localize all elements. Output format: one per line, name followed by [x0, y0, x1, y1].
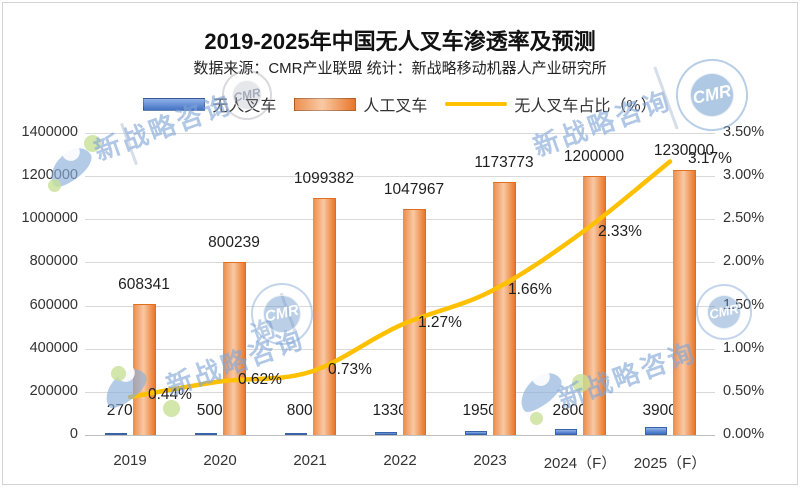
y-axis-tick-right: 3.00% [723, 167, 765, 184]
y-axis-tick-right: 2.50% [723, 210, 765, 227]
bar-unmanned-forklift [195, 433, 217, 435]
x-axis-label: 2023 [473, 452, 507, 469]
legend: 无人叉车 人工叉车 无人叉车占比（%） [0, 92, 800, 116]
x-axis-label: 2020 [203, 452, 237, 469]
bar-manual-forklift [673, 169, 696, 435]
bar-value-label: 1173773 [474, 153, 534, 171]
y-axis-tick-right: 1.00% [723, 339, 765, 356]
chart-title: 2019-2025年中国无人叉车渗透率及预测 [204, 29, 596, 54]
bar-manual-forklift [133, 303, 156, 435]
y-axis-tick-left: 200000 [29, 382, 78, 399]
bar-manual-forklift [313, 197, 336, 435]
bar-value-label: 8000 [286, 402, 322, 419]
bar-unmanned-forklift [285, 433, 307, 435]
line-value-label: 2.33% [598, 222, 642, 240]
legend-swatch-icon [294, 97, 357, 111]
legend-item-2: 无人叉车占比（%） [445, 92, 657, 116]
gridline [85, 133, 715, 134]
bar-unmanned-forklift [375, 432, 397, 435]
gridline [85, 348, 715, 350]
chart-subtitle: 数据来源：CMR产业联盟 统计：新战略移动机器人产业研究所 [193, 60, 607, 77]
bar-manual-forklift [493, 181, 516, 435]
line-value-label: 1.27% [418, 314, 462, 332]
y-axis-tick-left: 400000 [29, 339, 78, 356]
legend-item-0: 无人叉车 [143, 92, 276, 116]
y-axis-tick-left: 0 [69, 426, 78, 442]
line-value-label: 0.44% [148, 386, 192, 404]
bar-unmanned-forklift [555, 428, 577, 435]
bar-unmanned-forklift [465, 430, 487, 435]
y-axis-tick-right: 0.50% [723, 382, 765, 399]
legend-label: 人工叉车 [363, 98, 428, 115]
bar-value-label: 1047967 [383, 180, 445, 198]
x-axis-label: 2019 [113, 452, 147, 469]
bar-unmanned-forklift [645, 426, 667, 435]
x-axis-label: 2021 [293, 452, 327, 469]
y-axis-tick-right: 3.50% [723, 124, 765, 140]
y-axis-tick-right: 2.00% [723, 253, 765, 270]
gridline [85, 262, 715, 264]
bar-unmanned-forklift [105, 433, 127, 435]
x-axis-label: 2024（F） [543, 455, 617, 472]
gridline [85, 176, 715, 178]
x-axis-label: 2022 [383, 452, 417, 469]
bar-value-label: 1230000 [653, 141, 715, 159]
y-axis-tick-left: 1200000 [21, 167, 78, 184]
bar-value-label: 5000 [196, 402, 232, 419]
y-axis-tick-right: 1.50% [723, 296, 765, 313]
bar-manual-forklift [223, 262, 246, 435]
bar-value-label: 1099382 [293, 169, 355, 187]
legend-item-1: 人工叉车 [294, 92, 427, 116]
y-axis-tick-left: 600000 [29, 296, 78, 313]
line-value-label: 0.62% [238, 370, 282, 388]
legend-label: 无人叉车 [212, 98, 277, 115]
line-value-label: 1.66% [508, 280, 552, 298]
legend-swatch-icon [445, 102, 508, 106]
y-axis-tick-left: 800000 [29, 253, 78, 270]
x-axis-label: 2025（F） [633, 455, 707, 472]
gridline [85, 219, 715, 221]
legend-swatch-icon [143, 97, 206, 111]
legend-label: 无人叉车占比（%） [514, 98, 657, 115]
gridline [85, 435, 715, 436]
line-value-label: 0.73% [328, 361, 372, 378]
line-value-label: 3.17% [688, 150, 732, 168]
bar-value-label: 800239 [208, 234, 260, 252]
y-axis-tick-left: 1400000 [21, 124, 78, 140]
y-axis-tick-right: 0.00% [723, 426, 765, 442]
bar-value-label: 608341 [118, 275, 170, 293]
gridline [85, 305, 715, 307]
bar-manual-forklift [583, 176, 606, 435]
y-axis-tick-left: 1000000 [21, 210, 78, 227]
bar-value-label: 1200000 [563, 148, 625, 166]
